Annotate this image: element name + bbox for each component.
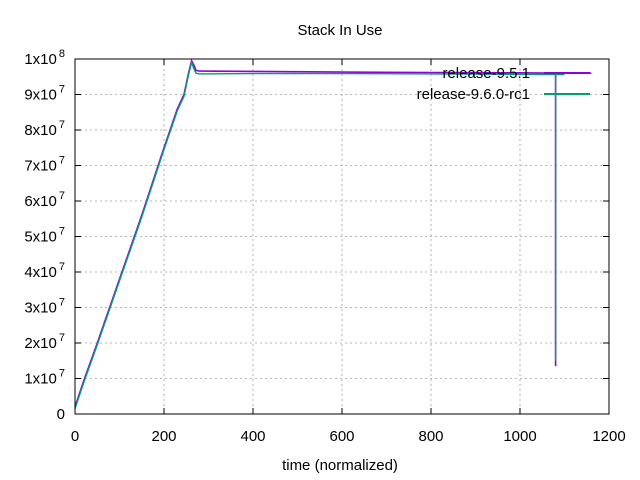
y-tick-label: 7x10 7 bbox=[24, 155, 65, 175]
x-tick-label: 600 bbox=[329, 428, 354, 445]
y-tick-label: 0 bbox=[57, 406, 65, 423]
y-tick-label: 4x10 7 bbox=[24, 261, 65, 281]
y-tick-label: 2x10 7 bbox=[24, 332, 65, 352]
y-tick-label: 9x10 7 bbox=[24, 84, 65, 104]
legend: release-9.5.1 release-9.6.0-rc1 bbox=[417, 65, 590, 103]
x-tick-labels: 0 200 400 600 800 1000 1200 bbox=[71, 428, 626, 445]
y-tick-labels: 0 1x10 7 2x10 7 3x10 7 4x10 7 5x10 7 6x10 7 7x10 7 8x10… bbox=[24, 48, 65, 423]
y-tick-label: 1x10 7 bbox=[24, 368, 65, 388]
series-line-2 bbox=[74, 60, 565, 409]
legend-label-1: release-9.5.1 bbox=[442, 65, 530, 82]
y-tick-label: 1x10 8 bbox=[24, 48, 65, 68]
x-tick-label: 0 bbox=[71, 428, 79, 445]
x-tick-label: 400 bbox=[240, 428, 265, 445]
x-axis-label: time (normalized) bbox=[282, 457, 398, 474]
x-tick-label: 1000 bbox=[503, 428, 536, 445]
x-tick-label: 800 bbox=[418, 428, 443, 445]
y-tick-label: 8x10 7 bbox=[24, 119, 65, 139]
chart-title: Stack In Use bbox=[297, 22, 382, 39]
axis-ticks bbox=[74, 58, 610, 415]
series-layer bbox=[74, 58, 592, 409]
y-tick-label: 3x10 7 bbox=[24, 297, 65, 317]
y-tick-label: 5x10 7 bbox=[24, 226, 65, 246]
y-tick-label: 6x10 7 bbox=[24, 190, 65, 210]
x-tick-label: 1200 bbox=[592, 428, 625, 445]
legend-label-2: release-9.6.0-rc1 bbox=[417, 86, 530, 103]
gridlines bbox=[75, 59, 609, 414]
x-tick-label: 200 bbox=[151, 428, 176, 445]
